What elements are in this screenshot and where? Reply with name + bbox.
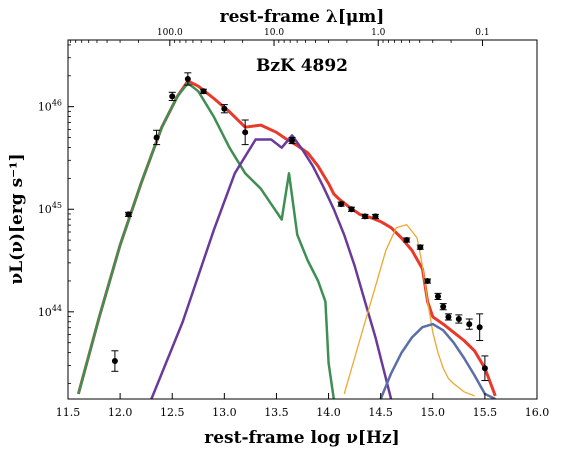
data-point-6: [221, 105, 228, 112]
series-line-0: [76, 79, 497, 397]
data-point-10: [348, 206, 355, 213]
top-axis-ticks: 100.0 10.0 1.0 0.1: [69, 28, 490, 46]
data-point-8: [289, 137, 296, 144]
x-tick-label-7: 15.0: [421, 406, 446, 419]
data-point-20: [466, 321, 473, 328]
data-point-1: [125, 211, 132, 218]
x-tick-label-2: 12.5: [160, 406, 185, 419]
y-tick-label-0: 1044: [38, 304, 62, 319]
x-tick-label-5: 14.0: [316, 406, 341, 419]
series-line-1: [77, 81, 336, 399]
data-point-21: [476, 324, 483, 331]
data-point-14: [417, 244, 424, 251]
data-point-9: [338, 201, 345, 208]
data-point-22: [481, 365, 488, 372]
data-point-2: [153, 134, 160, 141]
x-axis-ticks: 11.5 12.0 12.5 13.0 13.5 14.0 14.5 15.0 15.5 16.0: [56, 393, 550, 419]
data-point-12: [372, 213, 379, 220]
data-point-18: [445, 313, 452, 320]
top-axis-title: rest-frame λ[μm]: [220, 7, 385, 27]
data-point-3: [169, 93, 176, 100]
series-line-2: [150, 134, 393, 399]
data-point-13: [403, 237, 410, 244]
data-point-19: [455, 315, 462, 322]
y-axis-ticks: 1044 1045 1046: [38, 44, 74, 384]
data-point-0: [111, 358, 118, 365]
y-axis-title: νL(ν)[erg s⁻¹]: [7, 153, 27, 284]
data-point-7: [242, 129, 249, 136]
top-tick-label-2: 1.0: [371, 28, 386, 38]
data-point-15: [424, 278, 431, 285]
y-tick-label-1: 1045: [38, 201, 62, 216]
model-curves: [76, 79, 497, 399]
x-tick-label-8: 15.5: [473, 406, 498, 419]
data-point-11: [362, 213, 369, 220]
data-point-4: [184, 75, 191, 82]
chart-title: BzK 4892: [256, 56, 348, 76]
series-line-4: [379, 322, 496, 399]
x-tick-label-6: 14.5: [368, 406, 393, 419]
y-tick-label-2: 1046: [38, 99, 62, 114]
data-point-17: [440, 303, 447, 310]
x-tick-label-0: 11.5: [56, 406, 81, 419]
x-tick-label-9: 16.0: [525, 406, 550, 419]
series-line-3: [343, 223, 475, 397]
top-tick-label-0: 100.0: [157, 28, 183, 38]
data-points: [111, 72, 489, 382]
top-tick-label-3: 0.1: [475, 28, 489, 38]
top-tick-label-1: 10.0: [264, 28, 284, 38]
x-tick-label-3: 13.0: [212, 406, 237, 419]
x-axis-title: rest-frame log ν[Hz]: [204, 428, 399, 448]
data-point-5: [200, 88, 207, 95]
x-tick-label-4: 13.5: [264, 406, 289, 419]
x-tick-label-1: 12.0: [108, 406, 133, 419]
data-point-16: [434, 293, 441, 300]
